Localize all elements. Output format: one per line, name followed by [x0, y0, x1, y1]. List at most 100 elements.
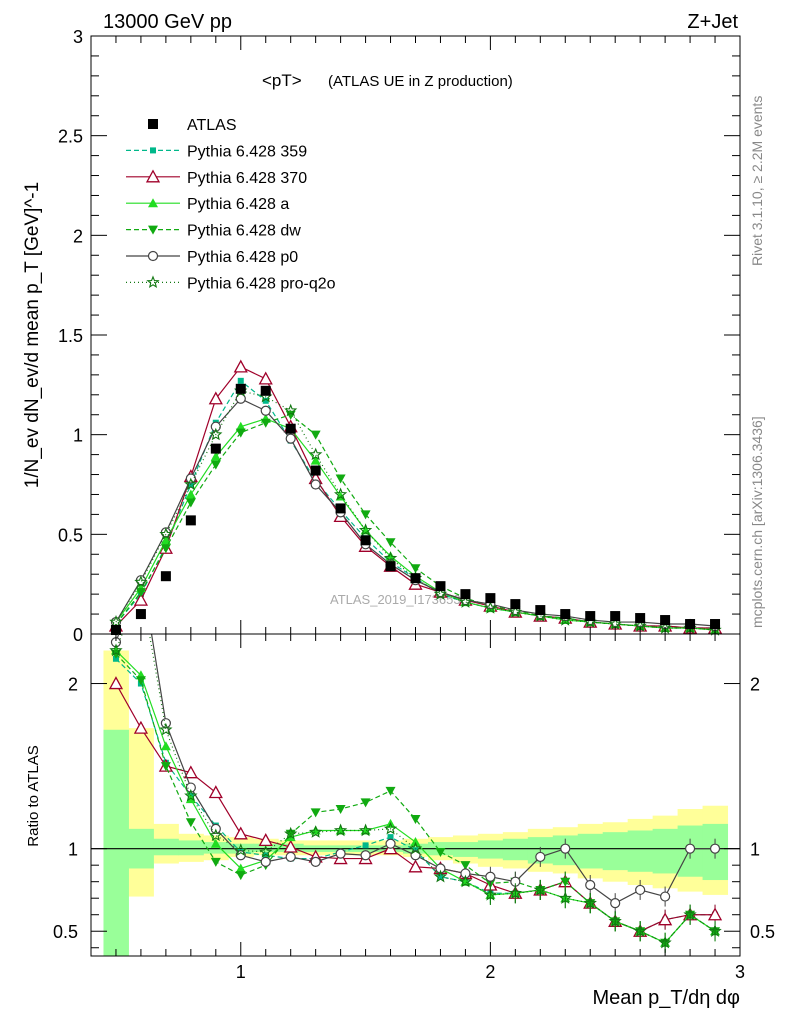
ratio-line-pdw	[115, 653, 716, 944]
point-pq2o	[209, 427, 223, 441]
point-atlas	[510, 599, 521, 610]
legend-item-pp0: Pythia 6.428 p0	[126, 249, 298, 266]
x-tick-label: 1	[236, 962, 246, 982]
y-tick-label: 0	[73, 625, 83, 645]
point-pq2o	[483, 601, 497, 614]
axis-ticks: 1 2 300.511.522.530.5 0.51 12 2	[53, 27, 775, 982]
legend-label: Pythia 6.428 a	[187, 196, 289, 213]
y-tick-label: 1	[73, 426, 83, 446]
legend-marker	[148, 225, 158, 235]
legend: ATLAS Pythia 6.428 359 Pythia 6.428 370 Pyt…	[126, 117, 336, 292]
ratio-point-pq2o	[658, 935, 672, 949]
point-pdw	[260, 418, 271, 428]
series-line-p359	[115, 379, 716, 629]
point-p359	[237, 377, 244, 384]
ratio-point-p370	[183, 765, 198, 779]
point-pdw	[210, 460, 221, 470]
ratio-point-pp0	[136, 563, 145, 572]
band-green-bin	[178, 840, 204, 856]
ratio-series-pdw	[110, 649, 721, 953]
legend-label: Pythia 6.428 370	[187, 170, 307, 187]
ratio-point-pp0	[310, 856, 321, 867]
legend-item-p359: Pythia 6.428 359	[126, 143, 307, 160]
point-atlas	[285, 423, 296, 434]
ratio-point-pa	[160, 741, 171, 751]
ratio-point-pp0	[684, 843, 696, 854]
plot-title-sub: (ATLAS UE in Z production)	[328, 73, 513, 90]
point-atlas	[610, 611, 621, 622]
ratio-series-p359	[112, 655, 719, 942]
point-pa	[160, 535, 171, 545]
point-pq2o	[508, 605, 523, 618]
ratio-point-p370	[133, 720, 149, 734]
point-pdw	[185, 498, 196, 508]
ratio-panel-series	[108, 563, 723, 953]
ratio-point-pp0	[535, 851, 546, 863]
ratio-point-pq2o	[234, 843, 248, 857]
ratio-point-pq2o	[633, 924, 647, 937]
point-atlas	[635, 613, 646, 624]
ratio-point-p370	[658, 912, 673, 926]
point-pdw	[135, 588, 146, 598]
point-pp0	[235, 393, 246, 404]
band-green-bin	[577, 833, 604, 869]
ratio-point-pdw	[360, 798, 371, 808]
ratio-point-pp0	[610, 898, 621, 909]
ratio-series-pq2o	[109, 634, 722, 953]
ratio-point-pq2o	[608, 914, 622, 928]
legend-item-atlas: ATLAS	[148, 117, 237, 134]
series-line-pq2o	[115, 390, 716, 631]
ratio-point-pa	[410, 837, 421, 847]
legend-label: ATLAS	[187, 117, 237, 134]
xlabel: Mean p_T/dη dφ	[593, 987, 741, 1009]
ratio-point-pq2o	[308, 825, 323, 838]
ratio-point-p370	[108, 676, 124, 690]
point-pq2o	[109, 614, 123, 628]
legend-item-pdw: Pythia 6.428 dw	[126, 223, 301, 240]
ratio-point-pq2o	[558, 891, 572, 904]
x-tick-label: 2	[485, 962, 495, 982]
ratio-point-pq2o	[358, 823, 373, 837]
point-pq2o	[383, 551, 398, 564]
ratio-point-pp0	[360, 850, 371, 861]
point-pp0	[210, 421, 221, 432]
ratio-point-p370	[233, 826, 248, 840]
ratio-point-pp0	[335, 848, 346, 859]
ratio-point-pdw	[235, 871, 246, 881]
lower-ylabel: Ratio to ATLAS	[25, 745, 42, 846]
point-pdw	[335, 474, 346, 484]
ratio-point-pp0	[435, 863, 446, 874]
ratio-series-pa	[110, 645, 721, 953]
band-green-bin	[153, 838, 179, 856]
ratio-point-pq2o	[109, 643, 123, 657]
legend-marker	[148, 198, 158, 208]
band-green-bin	[477, 840, 504, 859]
point-atlas	[360, 535, 371, 546]
point-atlas	[260, 385, 271, 396]
side-text-top: Rivet 3.1.10, ≥ 2.2M events	[749, 96, 765, 266]
point-atlas	[435, 581, 446, 592]
y-tick-label: 0.5	[58, 525, 83, 545]
ratio-y-tick-label: 2	[68, 675, 78, 695]
point-pa	[310, 455, 321, 465]
point-atlas	[410, 573, 421, 584]
ratio-point-pp0	[260, 856, 271, 867]
point-pq2o	[433, 587, 448, 600]
point-pq2o	[308, 447, 323, 461]
ratio-point-pa	[210, 838, 221, 848]
band-green-bin	[502, 838, 529, 861]
ratio-point-pq2o	[159, 722, 173, 736]
point-atlas	[535, 605, 546, 616]
side-text-bottom: mcplots.cern.ch [arXiv:1306.3436]	[749, 416, 765, 628]
point-pa	[385, 551, 396, 561]
ratio-y-tick-label-right: 2	[750, 675, 760, 695]
point-pq2o	[184, 477, 198, 491]
y-tick-label: 2.5	[58, 127, 83, 147]
ratio-point-pq2o	[383, 821, 398, 835]
point-p370	[258, 371, 273, 385]
ratio-line-p370	[115, 683, 716, 932]
point-atlas	[385, 561, 396, 572]
ratio-y-tick-label-right: 1	[750, 840, 760, 860]
ratio-point-pq2o	[433, 869, 448, 883]
y-tick-label: 2	[73, 226, 83, 246]
